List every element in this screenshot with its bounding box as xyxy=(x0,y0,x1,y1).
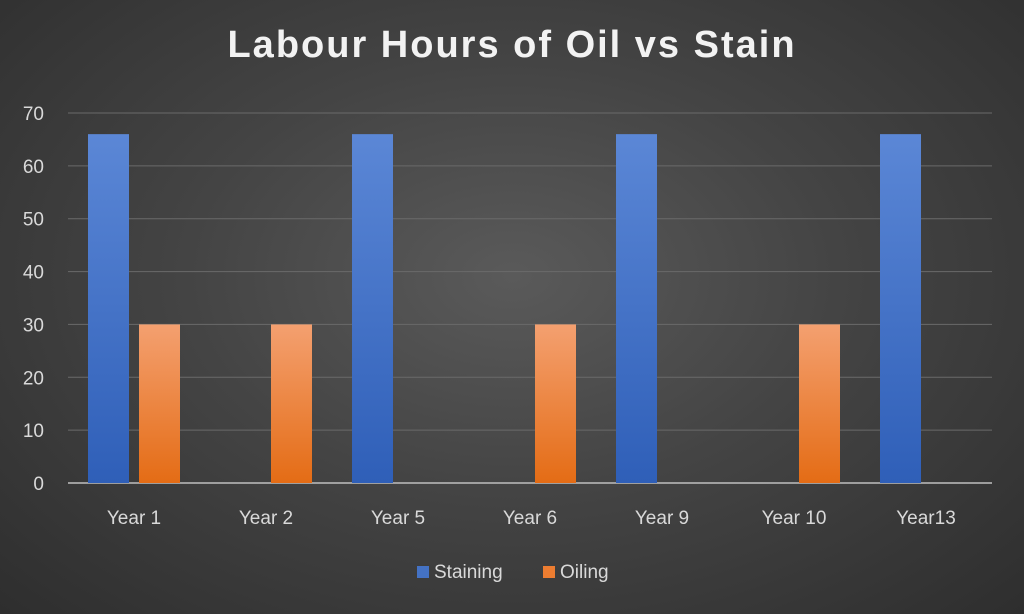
bar-oiling-2 xyxy=(271,324,312,483)
bar-oiling-4 xyxy=(535,324,576,483)
legend-swatch-staining xyxy=(417,566,429,578)
x-category-label: Year 5 xyxy=(371,508,425,529)
x-category-label: Year 9 xyxy=(635,508,689,529)
x-category-label: Year13 xyxy=(896,508,956,529)
bar-staining-1 xyxy=(88,134,129,483)
x-axis-categories: Year 1 Year 2 Year 5 Year 6 Year 9 Year 10 Yea… xyxy=(107,508,956,529)
y-tick-label: 40 xyxy=(23,263,44,284)
bar-oiling-1 xyxy=(139,324,180,483)
bar-staining-7 xyxy=(880,134,921,483)
bar-staining-3 xyxy=(352,134,393,483)
legend: Staining Oiling xyxy=(417,562,609,583)
legend-label-oiling: Oiling xyxy=(560,562,609,583)
legend-swatch-oiling xyxy=(543,566,555,578)
x-category-label: Year 6 xyxy=(503,508,557,529)
x-category-label: Year 2 xyxy=(239,508,293,529)
chart-title: Labour Hours of Oil vs Stain xyxy=(227,24,797,66)
y-axis-ticks: 0 10 20 30 40 50 60 70 xyxy=(23,104,44,495)
x-category-label: Year 10 xyxy=(762,508,827,529)
bars xyxy=(88,134,921,483)
y-tick-label: 10 xyxy=(23,421,44,442)
y-tick-label: 30 xyxy=(23,315,44,336)
gridlines xyxy=(68,112,992,484)
y-tick-label: 20 xyxy=(23,368,44,389)
x-category-label: Year 1 xyxy=(107,508,161,529)
bar-staining-5 xyxy=(616,134,657,483)
y-tick-label: 60 xyxy=(23,157,44,178)
bar-oiling-6 xyxy=(799,324,840,483)
y-tick-label: 0 xyxy=(33,474,44,495)
y-tick-label: 50 xyxy=(23,210,44,231)
y-tick-label: 70 xyxy=(23,104,44,125)
legend-label-staining: Staining xyxy=(434,562,503,583)
